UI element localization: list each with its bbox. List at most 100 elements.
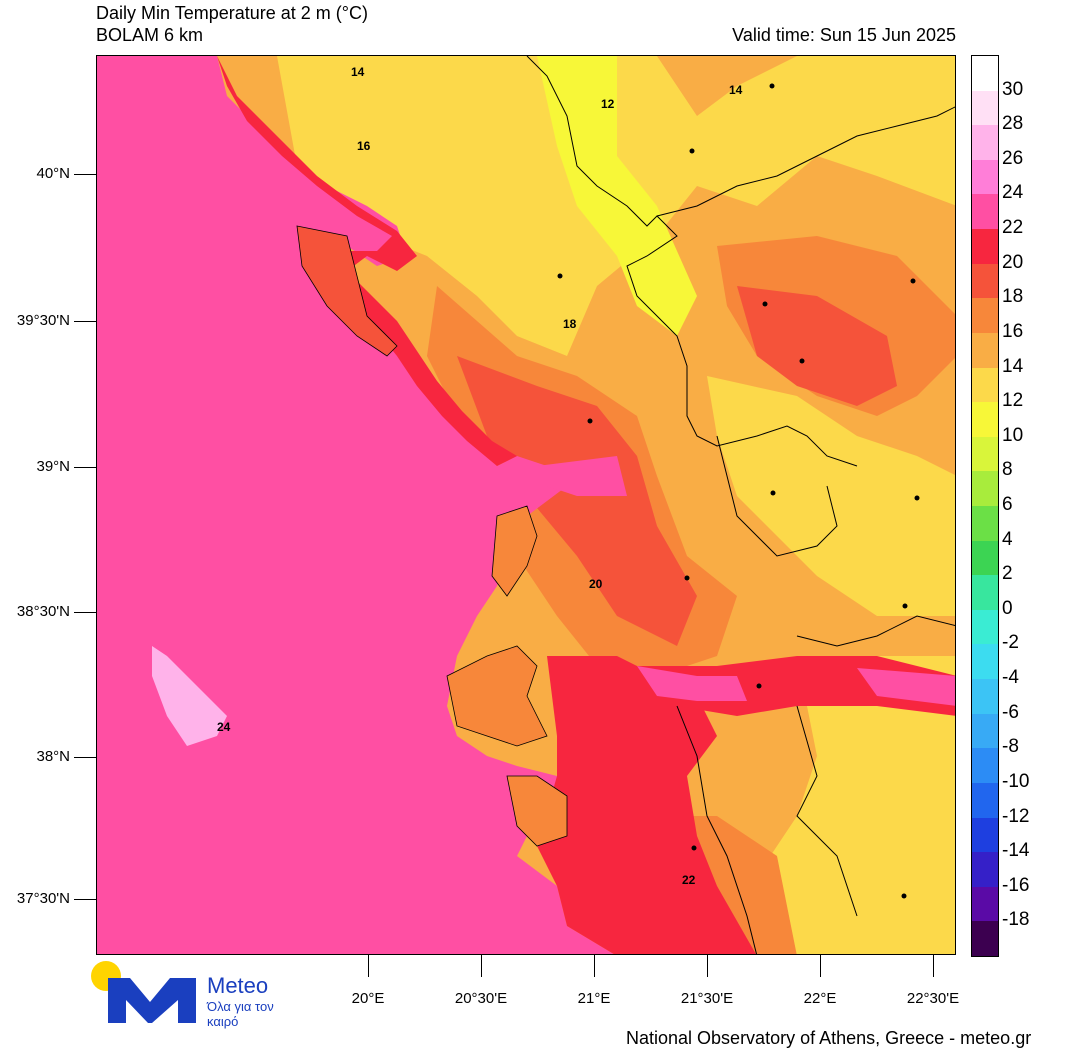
colorbar-segment bbox=[972, 436, 998, 472]
colorbar-label: 18 bbox=[1002, 286, 1024, 308]
colorbar-label: -4 bbox=[1002, 667, 1019, 689]
contour-label: 16 bbox=[357, 139, 371, 153]
lon-tick bbox=[594, 955, 595, 977]
colorbar-label: -8 bbox=[1002, 736, 1019, 758]
colorbar-label: 12 bbox=[1002, 390, 1024, 412]
colorbar-label: 6 bbox=[1002, 494, 1013, 515]
city-dots bbox=[557, 83, 920, 899]
lon-label: 22°E bbox=[803, 990, 837, 1007]
colorbar-label: 16 bbox=[1002, 320, 1024, 342]
contour-label: 20 bbox=[589, 577, 603, 591]
lat-label: 37°30'N bbox=[16, 890, 70, 907]
border-line bbox=[716, 435, 838, 557]
lon-tick bbox=[820, 955, 821, 977]
logo-name: Meteo bbox=[207, 973, 269, 998]
footer-credit: National Observatory of Athens, Greece -… bbox=[626, 1028, 1032, 1048]
colorbar-label: 14 bbox=[1002, 355, 1024, 377]
coastal-strip bbox=[217, 56, 517, 466]
border-line bbox=[796, 615, 955, 647]
gulf-inner bbox=[637, 666, 747, 701]
colorbar bbox=[971, 55, 999, 957]
colorbar-label: 10 bbox=[1002, 424, 1024, 446]
warm-spot-24 bbox=[152, 646, 227, 746]
lon-tick bbox=[481, 955, 482, 977]
lat-label: 40°N bbox=[36, 165, 70, 182]
logo-tagline: Όλα για τον καιρό bbox=[207, 999, 274, 1029]
meteo-logo bbox=[90, 960, 290, 1030]
colorbar-segment bbox=[972, 575, 998, 611]
lon-tick bbox=[368, 955, 369, 977]
island-lefkada bbox=[491, 505, 538, 597]
colorbar-segment bbox=[972, 125, 998, 161]
lat-label: 39°30'N bbox=[16, 312, 70, 329]
colorbar-label: 0 bbox=[1002, 597, 1013, 619]
colorbar-segment bbox=[972, 263, 998, 299]
contour-label: 14 bbox=[729, 83, 743, 97]
lat-label: 39°N bbox=[36, 458, 70, 475]
lon-label: 21°E bbox=[577, 990, 611, 1007]
zone-12 bbox=[537, 56, 697, 336]
colorbar-segment bbox=[972, 367, 998, 403]
colorbar-segment bbox=[972, 90, 998, 126]
contour-labels: 14 12 14 16 18 20 22 24 bbox=[217, 65, 743, 887]
colorbar-segment bbox=[972, 748, 998, 784]
gulf-22 bbox=[537, 656, 756, 954]
island-zakynthos bbox=[506, 775, 568, 847]
m-icon bbox=[108, 978, 196, 1023]
colorbar-segment bbox=[972, 644, 998, 680]
contour-label: 14 bbox=[351, 65, 365, 79]
map-title: Daily Min Temperature at 2 m (°C) bbox=[96, 3, 368, 23]
colorbar-label: 8 bbox=[1002, 459, 1013, 481]
colorbar-segment bbox=[972, 713, 998, 749]
colorbar-segment bbox=[972, 852, 998, 888]
colorbar-label: -2 bbox=[1002, 632, 1019, 654]
colorbar-label: -16 bbox=[1002, 874, 1030, 896]
zone-14-east bbox=[707, 376, 955, 616]
colorbar-label: -14 bbox=[1002, 840, 1030, 862]
colorbar-segment bbox=[972, 194, 998, 230]
colorbar-segment bbox=[972, 471, 998, 507]
contour-label: 12 bbox=[601, 97, 615, 111]
contour-label: 24 bbox=[217, 720, 231, 734]
corinth-inner bbox=[857, 668, 955, 706]
lon-label: 20°30'E bbox=[454, 990, 508, 1007]
contour-label: 22 bbox=[682, 873, 696, 887]
colorbar-label: 22 bbox=[1002, 217, 1024, 239]
contour-label: 18 bbox=[563, 317, 577, 331]
lat-label: 38°N bbox=[36, 748, 70, 765]
colorbar-segment bbox=[972, 506, 998, 542]
colorbar-label: 20 bbox=[1002, 251, 1024, 273]
colorbar-label: 28 bbox=[1002, 113, 1024, 135]
colorbar-label: -6 bbox=[1002, 701, 1019, 723]
colorbar-label: -12 bbox=[1002, 805, 1030, 827]
lat-tick bbox=[74, 899, 96, 900]
colorbar-segment bbox=[972, 679, 998, 715]
zone-14-south bbox=[737, 656, 955, 954]
colorbar-segment bbox=[972, 782, 998, 819]
colorbar-segment bbox=[972, 298, 998, 334]
border-line bbox=[796, 705, 858, 917]
colorbar-segment bbox=[972, 402, 998, 438]
valid-time: Valid time: Sun 15 Jun 2025 bbox=[732, 25, 956, 45]
colorbar-label: 4 bbox=[1002, 528, 1013, 550]
lat-tick bbox=[74, 467, 96, 468]
border-line bbox=[526, 56, 858, 467]
model-name: BOLAM 6 km bbox=[96, 25, 204, 45]
lat-tick bbox=[74, 612, 96, 613]
temperature-map: 14 12 14 16 18 20 22 24 bbox=[96, 55, 956, 955]
colorbar-segment bbox=[972, 609, 998, 645]
colorbar-segment bbox=[972, 56, 998, 92]
colorbar-label: -10 bbox=[1002, 770, 1030, 792]
lat-label: 38°30'N bbox=[16, 603, 70, 620]
colorbar-label: 30 bbox=[1002, 78, 1024, 100]
lon-tick bbox=[707, 955, 708, 977]
colorbar-label: -18 bbox=[1002, 909, 1030, 931]
lat-tick bbox=[74, 757, 96, 758]
border-line bbox=[676, 705, 758, 954]
colorbar-segment bbox=[972, 540, 998, 576]
colorbar-label: 24 bbox=[1002, 182, 1024, 204]
sea-region bbox=[97, 56, 614, 954]
colorbar-segment bbox=[972, 921, 998, 957]
colorbar-segment bbox=[972, 229, 998, 265]
colorbar-segment bbox=[972, 817, 998, 853]
